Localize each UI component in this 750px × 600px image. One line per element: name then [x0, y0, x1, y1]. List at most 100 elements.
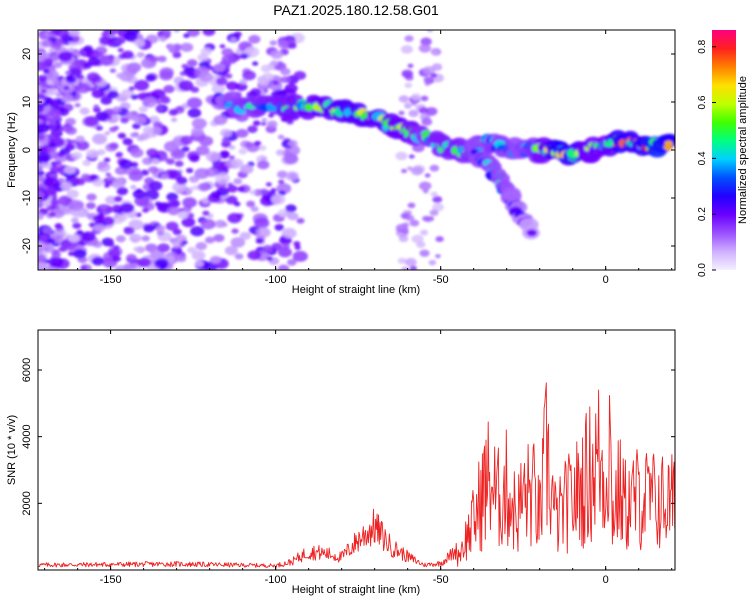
- x-tick-label: -50: [433, 274, 449, 286]
- spectrogram-cell: [83, 45, 93, 52]
- spectrogram-cell: [115, 151, 124, 158]
- spectrogram-cell: [109, 68, 117, 73]
- spectrogram-cell: [148, 180, 163, 191]
- spectrogram-cell: [98, 55, 114, 66]
- spectrogram-cell: [130, 185, 137, 190]
- spectrogram-cell: [130, 94, 139, 100]
- spectrogram-cell: [114, 36, 126, 44]
- spectrogram-cell: [181, 63, 189, 69]
- spectrogram-cell: [238, 148, 248, 155]
- spectrogram-cell: [116, 72, 124, 79]
- snr-series-line: [38, 382, 675, 569]
- spectrogram-cell: [109, 142, 119, 150]
- spectrogram-cell: [165, 158, 175, 165]
- spectrogram-cell: [254, 217, 270, 229]
- spectrogram-cell: [408, 154, 415, 159]
- spectrogram-cell: [129, 132, 138, 138]
- spectrogram-cell: [111, 114, 119, 120]
- spectrogram-cell: [228, 145, 236, 150]
- spectrogram-cell: [105, 172, 112, 177]
- spectrogram-cell: [158, 36, 167, 42]
- spectrogram-cell: [134, 39, 146, 48]
- spectrogram-cell: [274, 223, 285, 231]
- spectrogram-cell: [132, 123, 141, 130]
- spectrogram-cell: [220, 178, 228, 184]
- spectrogram-cell: [46, 88, 58, 96]
- spectrogram-cell: [40, 162, 48, 168]
- spectrogram-cell: [265, 182, 272, 187]
- spectrogram-cell: [200, 218, 216, 230]
- y-tick-label: 20: [21, 48, 33, 60]
- spectrogram-cell: [38, 134, 46, 141]
- spectrogram-cell: [186, 30, 200, 37]
- spectrogram-cell: [38, 61, 47, 71]
- spectrogram-cell: [71, 60, 81, 68]
- spectrogram-cell: [78, 74, 85, 79]
- spectrogram-cell: [281, 227, 297, 239]
- spectrogram-cell: [397, 257, 407, 264]
- spectrogram-cell: [398, 95, 409, 103]
- spectrogram-cell: [262, 244, 273, 253]
- spectrogram-cell: [430, 191, 438, 197]
- spectrogram-cell: [213, 63, 226, 72]
- spectrogram-cell: [53, 80, 61, 86]
- spectrogram-cell: [146, 148, 159, 157]
- spectrogram-cell: [154, 201, 162, 207]
- spectrogram-cell: [117, 132, 127, 139]
- spectrogram-cell: [46, 238, 56, 245]
- spectrogram-cell: [277, 40, 290, 49]
- spectrogram-cell: [428, 259, 437, 266]
- spectrogram-cell: [48, 257, 64, 268]
- spectrogram-cell: [293, 71, 307, 80]
- spectrogram-cell: [154, 258, 169, 269]
- spectrogram-cell: [197, 53, 209, 62]
- x-tick-label: -150: [100, 574, 122, 586]
- spectrogram-cell: [429, 209, 439, 216]
- spectrogram-cell: [91, 256, 105, 266]
- spectrogram-cell: [285, 204, 297, 213]
- spectrogram-cell: [117, 47, 124, 53]
- spectrogram-cell: [165, 221, 179, 231]
- spectrogram-cell: [261, 117, 268, 123]
- spectrogram-cell: [280, 76, 291, 84]
- spectrogram-cell: [155, 225, 166, 232]
- spectrogram-cell: [128, 86, 135, 92]
- spectrogram-cell: [58, 51, 73, 62]
- spectrogram-cell: [239, 231, 251, 240]
- spectrogram-cell: [235, 128, 249, 138]
- spectrogram-cell: [221, 222, 228, 227]
- spectrogram-cell: [157, 55, 167, 63]
- spectrogram-cell: [55, 92, 62, 97]
- spectrogram-cell: [398, 110, 405, 116]
- spectrogram-cell: [294, 245, 301, 250]
- spectrogram-cell: [116, 214, 127, 222]
- spectrogram-cell: [97, 149, 106, 156]
- spectrogram-cell: [71, 151, 83, 160]
- spectrogram-cell: [141, 235, 151, 242]
- spectrogram-cell: [75, 140, 90, 151]
- spectrogram-cell: [142, 97, 157, 108]
- snr-frame: [37, 329, 676, 571]
- spectrogram-cell: [101, 216, 115, 226]
- spectrogram-cell: [272, 80, 279, 85]
- spectrogram-cell: [73, 248, 87, 259]
- spectrogram-cell: [221, 48, 234, 57]
- spectrogram-cell: [93, 104, 100, 109]
- spectrogram-cell: [123, 226, 135, 235]
- spectrogram-cell: [266, 256, 273, 261]
- spectrogram-cell: [151, 158, 160, 165]
- spectrogram-cell: [121, 50, 134, 60]
- spectrogram-cell: [287, 139, 298, 147]
- spectrogram-cell: [405, 214, 415, 221]
- spectrogram-cell: [220, 128, 232, 138]
- spectrogram-cell: [179, 71, 187, 76]
- spectrogram-cell: [48, 211, 57, 217]
- spectrogram-cell: [278, 179, 285, 185]
- spectrogram-cell: [68, 199, 85, 211]
- spectrogram-cell: [270, 50, 284, 60]
- spectrogram-cell: [425, 107, 438, 116]
- spectrogram-cell: [53, 61, 63, 69]
- spectrogram-cell: [225, 73, 233, 79]
- spectrogram-cell: [257, 160, 270, 170]
